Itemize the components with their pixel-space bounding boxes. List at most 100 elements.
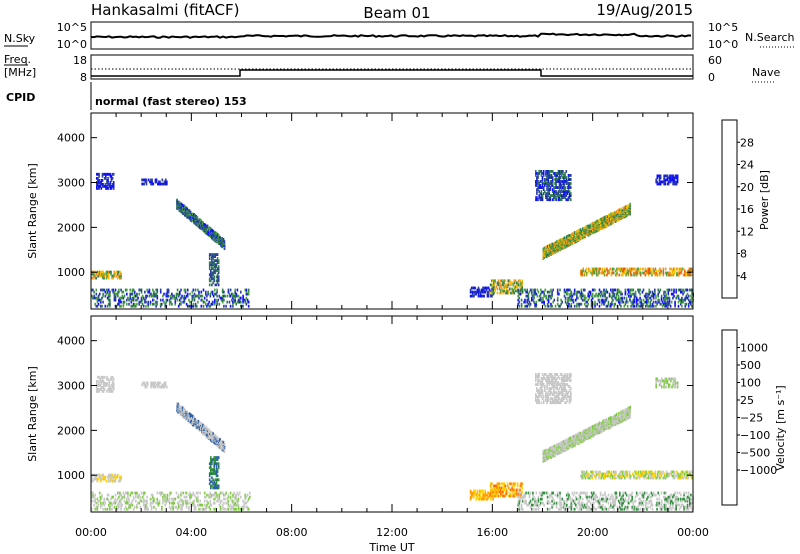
echo-cell [569,304,571,308]
echo-cell [150,385,152,389]
echo-cell [208,462,211,466]
echo-cell [206,298,208,302]
echo-cell [123,499,126,503]
echo-cell [512,283,514,287]
echo-cell [670,267,672,271]
echo-cell [235,495,238,499]
echo-cell [216,269,219,273]
echo-cell [504,283,507,287]
noise-left-tick-top: 10^5 [57,21,87,34]
echo-cell [211,253,213,256]
echo-cell [155,288,157,292]
echo-cell [566,288,568,292]
echo-cell [123,294,126,298]
echo-cell [96,187,98,190]
echo-cell [96,507,99,511]
echo-cell [583,273,586,277]
echo-cell [518,304,521,308]
echo-cell [212,229,214,233]
echo-cell [97,302,100,306]
echo-cell [163,300,165,304]
echo-cell [550,296,552,300]
echo-cell [121,296,124,300]
echo-cell [611,290,613,294]
echo-cell [107,302,110,306]
echo-cell [635,298,638,302]
echo-cell [148,294,151,298]
echo-cell [646,271,649,275]
echo-cell [101,375,104,379]
echo-cell [111,473,113,477]
noise-right-label: N.Search [745,31,795,44]
echo-cell [91,495,93,499]
echo-cell [498,281,501,285]
echo-cell [95,272,98,276]
echo-cell [123,300,126,304]
echo-cell [633,273,635,277]
echo-cell [606,290,609,294]
echo-cell [482,493,484,497]
echo-cell [547,186,549,189]
echo-cell [105,270,108,274]
echo-cell [118,270,120,274]
echo-cell [469,491,472,495]
echo-cell [669,304,672,308]
echo-cell [497,281,500,285]
echo-cell [556,290,559,294]
echo-cell [98,272,101,276]
echo-cell [519,281,521,285]
echo-cell [491,279,493,283]
echo-cell [107,477,110,481]
echo-cell [142,491,145,495]
echo-cell [621,298,623,302]
echo-cell [657,292,659,296]
echo-cell [469,288,472,292]
echo-cell [569,288,571,292]
echo-cell [547,296,550,300]
echo-cell [547,290,550,294]
echo-cell [135,304,137,308]
echo-cell [216,277,219,281]
echo-cell [606,221,609,225]
echo-cell [566,192,569,195]
echo-cell [217,277,220,281]
echo-cell [580,296,583,300]
echo-cell [650,298,653,302]
echo-cell [105,288,108,292]
echo-cell [151,178,153,182]
echo-cell [568,234,571,237]
echo-cell [185,491,188,495]
echo-cell [559,288,561,292]
echo-cell [518,292,521,296]
echo-cell [192,415,194,418]
echo-cell [562,186,564,189]
echo-cell [221,503,224,507]
echo-cell [97,503,100,507]
echo-cell [667,300,670,304]
echo-cell [509,279,511,283]
echo-cell [133,292,136,296]
echo-cell [557,172,560,175]
echo-cell [565,180,568,183]
echo-cell [553,247,556,251]
echo-cell [238,296,241,300]
echo-cell [95,501,98,505]
echo-cell [211,267,213,271]
echo-cell [115,274,118,278]
echo-cell [544,304,547,308]
echo-cell [558,198,561,202]
echo-cell [666,176,669,180]
echo-cell [635,271,637,275]
echo-cell [200,425,202,429]
echo-cell [100,388,103,391]
echo-cell [613,211,616,215]
echo-cell [114,497,117,501]
echo-cell [629,290,631,294]
freq-left-tick-bottom: 8 [80,71,87,84]
echo-cell [217,269,220,273]
echo-cell [143,182,145,186]
echo-cell [212,434,214,438]
echo-cell [177,200,179,204]
echo-cell [218,497,221,501]
echo-cell [101,272,103,276]
